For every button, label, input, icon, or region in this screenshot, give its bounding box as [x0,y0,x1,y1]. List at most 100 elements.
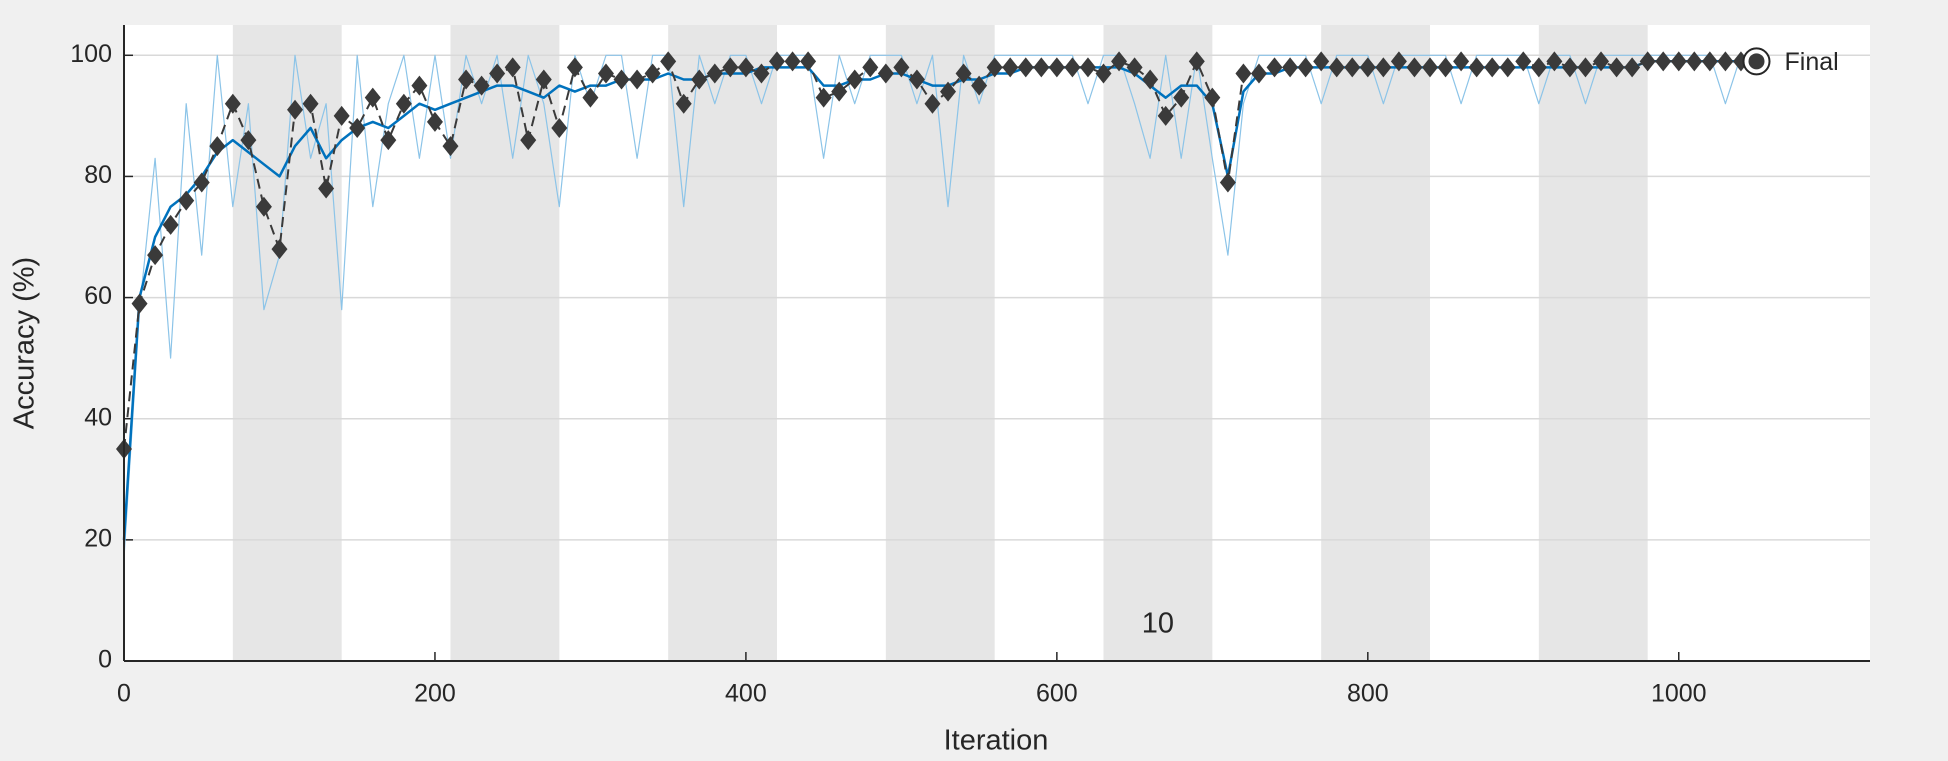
diamond-marker [1390,51,1407,72]
diamond-marker [240,130,257,151]
diamond-marker [1375,57,1392,78]
epoch-band [885,25,995,661]
diamond-marker [1484,57,1501,78]
diamond-marker [737,57,754,78]
diamond-marker [473,75,490,96]
diamond-marker [380,130,397,151]
diamond-marker [862,57,879,78]
diamond-marker [1219,172,1236,193]
diamond-marker [1204,87,1221,108]
diamond-marker [1717,51,1734,72]
y-axis-label: Accuracy (%) [9,257,41,429]
diamond-marker [986,57,1003,78]
diamond-marker [1188,51,1205,72]
diamond-marker [1235,63,1252,84]
diamond-marker [1406,57,1423,78]
y-tick-label: 0 [98,646,112,674]
diamond-marker [1561,57,1578,78]
x-tick-label: 400 [725,680,767,708]
epoch-label: 10 [1142,607,1174,639]
diamond-marker [318,178,335,199]
epoch-band [1538,25,1648,661]
diamond-marker [1033,57,1050,78]
diamond-marker [1297,57,1314,78]
diamond-marker [691,69,708,90]
diamond-marker [302,93,319,114]
diamond-marker [426,111,443,132]
diamond-marker [147,245,164,266]
diamond-marker [1701,51,1718,72]
diamond-marker [504,57,521,78]
diamond-marker [1344,57,1361,78]
diamond-marker [1111,51,1128,72]
diamond-marker [1017,57,1034,78]
diamond-marker [1608,57,1625,78]
diamond-marker [131,293,148,314]
diamond-marker [1250,63,1267,84]
diamond-marker [1095,63,1112,84]
diamond-marker [613,69,630,90]
diamond-marker [924,93,941,114]
diamond-marker [1655,51,1672,72]
diamond-marker [442,136,459,157]
epoch-band [1103,25,1213,661]
diamond-marker [769,51,786,72]
final-label: Final [1785,48,1839,76]
diamond-marker [1282,57,1299,78]
final-marker-core [1748,53,1765,70]
diamond-marker [1639,51,1656,72]
diamond-marker [535,69,552,90]
diamond-marker [395,93,412,114]
diamond-marker [1624,57,1641,78]
diamond-marker [706,63,723,84]
diamond-marker [209,136,226,157]
diamond-marker [940,81,957,102]
diamond-marker [333,105,350,126]
epoch-band [668,25,778,661]
diamond-marker [1437,57,1454,78]
diamond-marker [364,87,381,108]
diamond-marker [1593,51,1610,72]
diamond-marker [566,57,583,78]
diamond-marker [224,93,241,114]
diamond-marker [1577,57,1594,78]
diamond-marker [489,63,506,84]
diamond-marker [846,69,863,90]
diamond-marker [1064,57,1081,78]
diamond-marker [800,51,817,72]
diamond-marker [1686,51,1703,72]
diamond-marker [971,75,988,96]
y-tick-label: 40 [84,403,112,431]
diamond-marker [1359,57,1376,78]
diamond-marker [1126,57,1143,78]
diamond-marker [193,172,210,193]
epoch-band [450,25,560,661]
diamond-marker [1670,51,1687,72]
y-tick-label: 100 [70,40,112,68]
diamond-marker [1328,57,1345,78]
diamond-marker [520,130,537,151]
diamond-marker [815,87,832,108]
x-tick-label: 800 [1347,680,1389,708]
diamond-marker [831,81,848,102]
diamond-marker [1002,57,1019,78]
diamond-marker [1157,105,1174,126]
diamond-marker [1266,57,1283,78]
diamond-marker [1499,57,1516,78]
diamond-marker [1422,57,1439,78]
diamond-marker [675,93,692,114]
diamond-marker [955,63,972,84]
diamond-marker [1079,57,1096,78]
diamond-marker [893,57,910,78]
diamond-marker [255,196,272,217]
diamond-marker [582,87,599,108]
diamond-marker [1530,57,1547,78]
diamond-marker [458,69,475,90]
diamond-marker [877,63,894,84]
diamond-marker [1515,51,1532,72]
diamond-marker [551,117,568,138]
diamond-marker [178,190,195,211]
diamond-marker [597,63,614,84]
diamond-marker [1546,51,1563,72]
